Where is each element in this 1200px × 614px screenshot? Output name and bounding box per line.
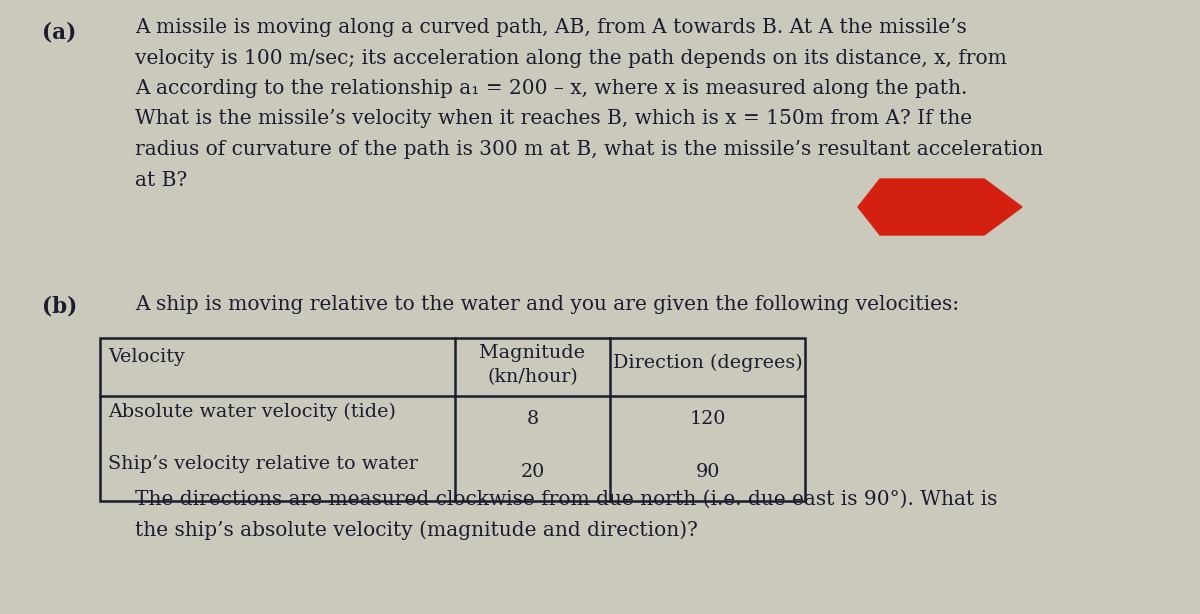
Text: the ship’s absolute velocity (magnitude and direction)?: the ship’s absolute velocity (magnitude … bbox=[134, 521, 698, 540]
Text: Absolute water velocity (tide): Absolute water velocity (tide) bbox=[108, 402, 396, 421]
Polygon shape bbox=[858, 179, 1022, 235]
Text: Velocity: Velocity bbox=[108, 348, 185, 366]
Text: 20: 20 bbox=[521, 463, 545, 481]
Text: 90: 90 bbox=[695, 463, 720, 481]
Text: 120: 120 bbox=[689, 410, 726, 429]
Text: radius of curvature of the path is 300 m at B, what is the missile’s resultant a: radius of curvature of the path is 300 m… bbox=[134, 140, 1043, 159]
Text: velocity is 100 m/sec; its acceleration along the path depends on its distance, : velocity is 100 m/sec; its acceleration … bbox=[134, 49, 1007, 68]
Text: A ship is moving relative to the water and you are given the following velocitie: A ship is moving relative to the water a… bbox=[134, 295, 959, 314]
Text: at B?: at B? bbox=[134, 171, 187, 190]
Text: (a): (a) bbox=[42, 22, 77, 44]
Text: A missile is moving along a curved path, AB, from A towards B. At A the missile’: A missile is moving along a curved path,… bbox=[134, 18, 967, 37]
Text: What is the missile’s velocity when it reaches B, which is x = 150m from A? If t: What is the missile’s velocity when it r… bbox=[134, 109, 972, 128]
Bar bbox=[100, 338, 805, 501]
Text: A according to the relationship a₁ = 200 – x, where x is measured along the path: A according to the relationship a₁ = 200… bbox=[134, 79, 967, 98]
Text: (b): (b) bbox=[42, 295, 77, 317]
Text: Magnitude
(kn/hour): Magnitude (kn/hour) bbox=[480, 344, 586, 386]
Text: Ship’s velocity relative to water: Ship’s velocity relative to water bbox=[108, 455, 418, 473]
Text: 8: 8 bbox=[527, 410, 539, 429]
Text: The directions are measured clockwise from due north (i.e. due east is 90°). Wha: The directions are measured clockwise fr… bbox=[134, 490, 997, 509]
Text: Direction (degrees): Direction (degrees) bbox=[613, 354, 803, 372]
